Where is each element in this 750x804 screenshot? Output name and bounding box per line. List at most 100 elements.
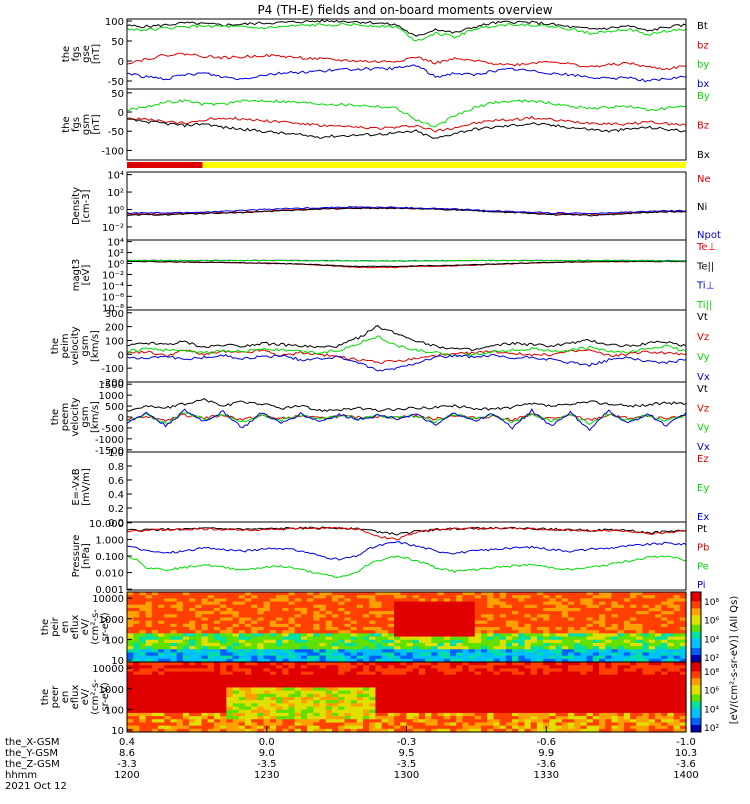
heatmap-cell — [679, 658, 687, 663]
heatmap-cell — [623, 662, 631, 666]
heatmap-cell — [524, 611, 532, 615]
heatmap-cell — [530, 592, 538, 596]
heatmap-cell — [350, 677, 358, 682]
heatmap-cell — [679, 700, 687, 704]
heatmap-cell — [406, 665, 414, 669]
heatmap-cell — [387, 611, 395, 615]
heatmap-cell — [443, 617, 451, 622]
heatmap-cell — [667, 719, 675, 724]
heatmap-cell — [536, 668, 544, 673]
heatmap-cell — [667, 646, 675, 650]
heatmap-cell — [512, 697, 519, 701]
heatmap-cell — [307, 592, 314, 596]
heatmap-cell — [462, 633, 470, 638]
heatmap-cell — [213, 677, 221, 682]
heatmap-cell — [207, 636, 215, 641]
heatmap-cell — [319, 592, 327, 596]
heatmap-cell — [524, 671, 532, 676]
heatmap-cell — [481, 700, 488, 704]
heatmap-cell — [493, 697, 501, 701]
series-line-temperature-3 — [126, 259, 687, 262]
heatmap-cell — [257, 706, 265, 711]
heatmap-cell — [412, 627, 420, 631]
heatmap-cell — [151, 674, 159, 679]
heatmap-cell — [431, 604, 439, 609]
heatmap-cell — [164, 655, 172, 660]
heatmap-cell — [530, 677, 538, 682]
heatmap-cell — [139, 716, 147, 720]
heatmap-cell — [195, 611, 203, 615]
heatmap-cell — [313, 642, 321, 647]
heatmap-cell — [561, 716, 569, 720]
heatmap-cell — [648, 595, 656, 599]
heatmap-cell — [269, 712, 277, 717]
colorbar-tick-label: 10⁴ — [704, 635, 719, 645]
heatmap-cell — [474, 649, 482, 654]
heatmap-cell — [313, 658, 321, 663]
heatmap-cell — [282, 614, 290, 619]
heatmap-cell — [536, 677, 544, 682]
heatmap-cell — [431, 649, 439, 654]
heatmap-cell — [642, 665, 650, 669]
heatmap-cell — [176, 604, 184, 609]
heatmap-cell — [493, 652, 501, 657]
heatmap-cell — [232, 716, 240, 720]
heatmap-cell — [623, 611, 631, 615]
heatmap-cell — [474, 728, 482, 733]
heatmap-cell — [592, 681, 600, 685]
heatmap-cell — [524, 687, 532, 692]
heatmap-cell — [338, 674, 345, 679]
heatmap-cell — [226, 690, 234, 695]
heatmap-cell — [294, 642, 302, 647]
heatmap-cell — [642, 636, 650, 641]
heatmap-cell — [642, 728, 650, 733]
heatmap-cell — [456, 709, 463, 714]
heatmap-cell — [617, 655, 625, 660]
heatmap-cell — [437, 728, 445, 733]
heatmap-cell — [425, 697, 432, 701]
heatmap-cell — [313, 706, 321, 711]
heatmap-cell — [127, 719, 134, 724]
heatmap-cell — [443, 719, 451, 724]
heatmap-cell — [356, 655, 364, 660]
heatmap-cell — [313, 617, 321, 622]
heatmap-cell — [151, 655, 159, 660]
heatmap-cell — [611, 728, 619, 733]
heatmap-cell — [294, 652, 302, 657]
legend-entry-pressure: Pb — [697, 543, 709, 554]
y-tick-label: 1.0 — [108, 448, 124, 459]
heatmap-cell — [263, 639, 271, 644]
heatmap-cell — [387, 636, 395, 641]
heatmap-cell — [599, 646, 606, 650]
heatmap-cell — [567, 598, 575, 603]
heatmap-cell — [245, 722, 252, 727]
heatmap-cell — [617, 649, 625, 654]
heatmap-cell — [276, 623, 283, 628]
heatmap-cell — [648, 665, 656, 669]
heatmap-cell — [648, 677, 656, 682]
heatmap-cell — [158, 601, 165, 606]
heatmap-cell — [617, 728, 625, 733]
heatmap-cell — [133, 633, 141, 638]
heatmap-cell — [499, 617, 507, 622]
heatmap-cell — [425, 671, 432, 676]
heatmap-cell — [276, 652, 283, 657]
heatmap-cell — [623, 684, 631, 689]
heatmap-cell — [518, 636, 526, 641]
heatmap-cell — [661, 712, 668, 717]
heatmap-cell — [158, 639, 165, 644]
heatmap-cell — [133, 674, 141, 679]
heatmap-cell — [375, 630, 383, 634]
heatmap-cell — [605, 607, 613, 612]
heatmap-cell — [474, 719, 482, 724]
heatmap-cell — [636, 693, 644, 698]
heatmap-cell — [158, 681, 165, 685]
heatmap-cell — [611, 598, 619, 603]
legend-entry-fgs_gsm: Bz — [697, 121, 709, 132]
heatmap-cell — [363, 614, 370, 619]
heatmap-cell — [189, 665, 196, 669]
heatmap-cell — [319, 652, 327, 657]
heatmap-cell — [493, 614, 501, 619]
heatmap-cell — [195, 674, 203, 679]
heatmap-cell — [189, 598, 196, 603]
